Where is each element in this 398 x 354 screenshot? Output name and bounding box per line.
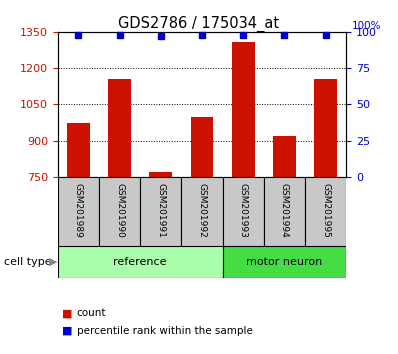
Bar: [314, 79, 337, 177]
Bar: [99, 177, 140, 246]
Text: ■: ■: [62, 308, 72, 318]
Bar: [58, 246, 222, 278]
Text: GSM201991: GSM201991: [156, 183, 165, 238]
Bar: [273, 136, 296, 177]
Text: GSM201992: GSM201992: [197, 183, 207, 237]
Text: 100%: 100%: [352, 21, 381, 31]
Bar: [305, 177, 346, 246]
Bar: [181, 177, 222, 246]
Bar: [58, 177, 99, 246]
Text: motor neuron: motor neuron: [246, 257, 322, 267]
Text: cell type: cell type: [4, 257, 52, 267]
Text: count: count: [77, 308, 106, 318]
Bar: [108, 79, 131, 177]
Bar: [232, 41, 255, 177]
Bar: [264, 177, 305, 246]
Bar: [222, 177, 264, 246]
Text: ■: ■: [62, 326, 72, 336]
Text: GDS2786 / 175034_at: GDS2786 / 175034_at: [119, 16, 279, 32]
Bar: [222, 246, 346, 278]
Bar: [67, 122, 90, 177]
Text: GSM201989: GSM201989: [74, 183, 83, 238]
Text: GSM201990: GSM201990: [115, 183, 124, 238]
Text: GSM201993: GSM201993: [239, 183, 248, 238]
Bar: [191, 116, 213, 177]
Text: ▶: ▶: [49, 257, 57, 267]
Text: GSM201994: GSM201994: [280, 183, 289, 237]
Text: GSM201995: GSM201995: [321, 183, 330, 238]
Bar: [149, 172, 172, 177]
Bar: [140, 177, 181, 246]
Text: percentile rank within the sample: percentile rank within the sample: [77, 326, 253, 336]
Text: reference: reference: [113, 257, 167, 267]
